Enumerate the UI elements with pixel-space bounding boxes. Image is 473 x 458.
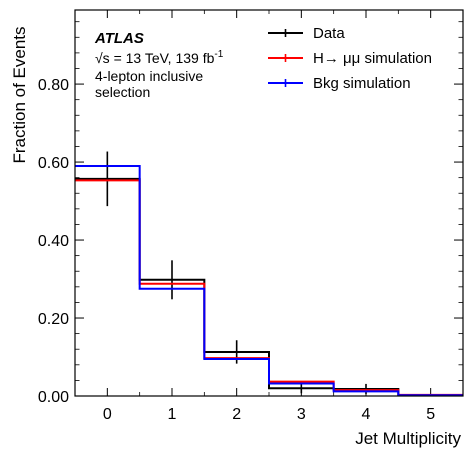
x-tick-label: 4: [362, 406, 371, 423]
axis-tick-labels: 0 1 2 3 4 5 0.00 0.20 0.40 0.60 0.80: [38, 77, 435, 423]
selection-label-line2: selection: [95, 84, 150, 100]
energy-lumi-text: √s = 13 TeV, 139 fb: [95, 50, 215, 66]
atlas-info: ATLAS √s = 13 TeV, 139 fb-1 4-lepton inc…: [94, 30, 224, 100]
x-axis-label: Jet Multiplicity: [355, 429, 461, 448]
series-layer: [75, 151, 463, 397]
x-tick-label: 3: [297, 406, 306, 423]
y-tick-label: 0.60: [38, 155, 69, 172]
energy-lumi-label: √s = 13 TeV, 139 fb-1: [95, 49, 224, 66]
series-2: [75, 164, 463, 397]
lumi-exponent: -1: [214, 49, 223, 60]
legend-item: Data: [268, 25, 345, 42]
x-tick-label: 2: [232, 406, 241, 423]
legend-label: Bkg simulation: [313, 75, 411, 92]
series-step-line: [75, 164, 463, 397]
x-tick-label: 1: [168, 406, 177, 423]
legend-item: H→ μμ simulation: [268, 50, 432, 67]
x-tick-label: 5: [426, 406, 435, 423]
atlas-label: ATLAS: [94, 30, 144, 47]
legend-label: Data: [313, 25, 345, 42]
legend-label: H→ μμ simulation: [313, 50, 432, 67]
legend-item: Bkg simulation: [268, 75, 411, 92]
selection-label-line1: 4-lepton inclusive: [95, 68, 203, 84]
legend: Data H→ μμ simulation Bkg simulation: [268, 25, 432, 92]
x-tick-label: 0: [103, 406, 112, 423]
plot-frame: [74, 9, 464, 397]
y-axis-label: Fraction of Events: [10, 26, 29, 163]
y-tick-label: 0.20: [38, 311, 69, 328]
y-tick-label: 0.00: [38, 389, 69, 406]
y-tick-label: 0.40: [38, 233, 69, 250]
y-tick-label: 0.80: [38, 77, 69, 94]
